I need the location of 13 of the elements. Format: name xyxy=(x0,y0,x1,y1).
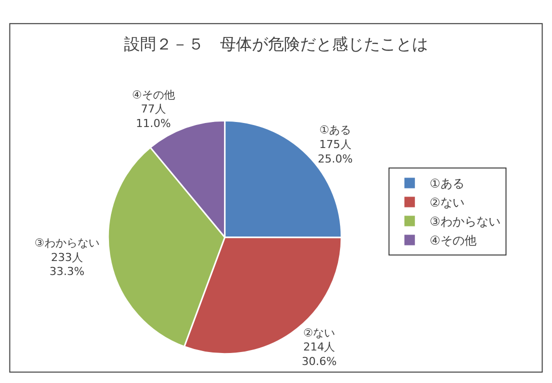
slice-label: ④その他 xyxy=(132,88,175,102)
legend-label: ④その他 xyxy=(430,234,476,248)
slice-label: ③わからない xyxy=(34,236,100,250)
slice-label: ②ない xyxy=(303,326,336,340)
legend-label: ②ない xyxy=(430,196,464,210)
data-label: 233人 33.3% xyxy=(49,250,84,278)
legend-label: ③わからない xyxy=(430,214,500,229)
data-label: 214人 30.6% xyxy=(302,340,337,368)
slice-label: ①ある xyxy=(319,124,352,137)
legend-label: ①ある xyxy=(430,176,464,191)
chart-title: 設問２－５ 母体が危険だと感じたことは xyxy=(124,34,428,54)
data-label: 175人 25.0% xyxy=(318,138,353,166)
data-label: 77人 11.0% xyxy=(136,102,171,130)
